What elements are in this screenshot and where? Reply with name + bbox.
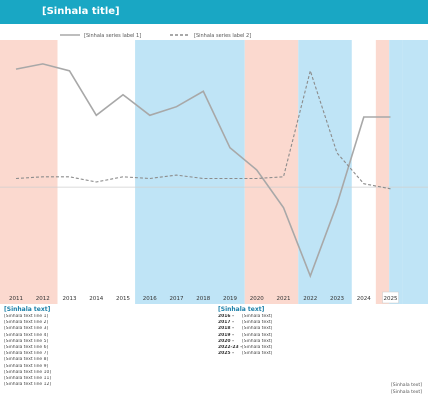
series-line-2 xyxy=(15,68,391,190)
x-tick-label: 2023 xyxy=(330,296,344,302)
series-line-1 xyxy=(15,63,391,279)
notes-right-item-year: 2017 - xyxy=(218,320,234,326)
x-tick-label: 2013 xyxy=(63,296,77,302)
line-chart: [Sinhala series label 1] [Sinhala series … xyxy=(0,33,428,304)
notes-left-line: [Sinhala text line 6] xyxy=(4,345,49,351)
notes-right-item-year: 2018 - xyxy=(218,326,234,332)
source-line-2: [Sinhala text] xyxy=(390,390,422,395)
notes-right-item: 2022-23 -[Sinhala text] xyxy=(214,345,428,351)
notes-right-panel: [Sinhala text] 2016 - [Sinhala text] 2017 … xyxy=(214,305,428,400)
x-tick-label: 2015 xyxy=(116,296,130,302)
source-line-1: [Sinhala text] xyxy=(390,383,422,388)
notes-right-item-text: [Sinhala text] xyxy=(242,326,273,332)
notes-right-item: 2017 - [Sinhala text] xyxy=(214,320,428,326)
notes-right-item: 2018 - [Sinhala text] xyxy=(214,326,428,332)
x-tick-label: 2020 xyxy=(250,296,264,302)
notes-left-line: [Sinhala text line 5] xyxy=(4,338,49,344)
highlighted-tick-box xyxy=(382,291,399,304)
shaded-period xyxy=(375,40,390,304)
notes-right-item-year: 2019 - xyxy=(218,332,234,338)
notes-right-item-text: [Sinhala text] xyxy=(242,338,273,344)
chart-legend: [Sinhala series label 1] [Sinhala series … xyxy=(60,33,251,39)
x-tick-label: 2022 xyxy=(303,296,317,302)
x-tick-label: 2012 xyxy=(36,296,50,302)
notes-left-line: [Sinhala text line 7] xyxy=(4,351,49,357)
notes-right-item-text: [Sinhala text] xyxy=(242,345,273,351)
notes-right-item-text: [Sinhala text] xyxy=(242,351,273,357)
shaded-period xyxy=(0,40,58,304)
notes-right-heading: [Sinhala text] xyxy=(218,306,265,313)
notes-right-item: 2025 - [Sinhala text] xyxy=(214,351,428,357)
notes-left-heading: [Sinhala text] xyxy=(4,306,51,313)
notes-left-line: [Sinhala text line 8] xyxy=(4,357,49,363)
x-tick-label: 2011 xyxy=(9,296,23,302)
legend-label-2: [Sinhala series label 2] xyxy=(194,33,251,39)
notes-right-item-year: 2022-23 - xyxy=(218,345,243,351)
shaded-periods xyxy=(0,40,428,304)
notes-left-line: [Sinhala text line 3] xyxy=(4,326,49,332)
x-tick-label: 2016 xyxy=(143,296,157,302)
notes-left-list: [Sinhala text line 1] [Sinhala text line … xyxy=(0,314,212,388)
notes-left-line: [Sinhala text line 9] xyxy=(4,363,49,369)
notes-right-item-text: [Sinhala text] xyxy=(242,314,273,319)
notes-right-list: 2016 - [Sinhala text] 2017 - [Sinhala text]… xyxy=(214,314,428,357)
legend-label-1: [Sinhala series label 1] xyxy=(84,33,141,39)
notes-left-panel: [Sinhala text] [Sinhala text line 1] [Sin… xyxy=(0,305,212,400)
x-tick-label: 2021 xyxy=(277,296,291,302)
notes-left-line: [Sinhala text line 4] xyxy=(4,332,49,338)
x-tick-label: 2017 xyxy=(170,296,184,302)
shaded-period xyxy=(135,40,245,304)
x-tick-label: 2025 xyxy=(384,296,398,302)
chart-series xyxy=(0,63,428,279)
notes-left-line: [Sinhala text line 11] xyxy=(4,376,52,382)
notes-left-line: [Sinhala text line 2] xyxy=(4,320,49,326)
notes-left-line: [Sinhala text line 1] xyxy=(4,314,49,319)
notes-right-item-year: 2016 - xyxy=(218,314,234,319)
notes-right-item: 2020 - [Sinhala text] xyxy=(214,339,428,345)
notes-left-line: [Sinhala text line 12] xyxy=(4,382,52,388)
shaded-period xyxy=(389,40,403,304)
notes-right-item-year: 2025 - xyxy=(218,351,234,357)
x-tick-label: 2024 xyxy=(357,296,371,302)
notes-right-item: 2016 - [Sinhala text] xyxy=(214,314,428,320)
x-tick-label: 2014 xyxy=(89,296,103,302)
x-tick-label: 2019 xyxy=(223,296,237,302)
shaded-period xyxy=(244,40,299,304)
x-axis-ticks: 2011 2012 2013 2014 2015 2016 2017 2018 2019 2020… xyxy=(9,291,399,304)
notes-right-item-text: [Sinhala text] xyxy=(242,320,273,326)
notes-right-item-year: 2020 - xyxy=(218,338,234,344)
shaded-period xyxy=(402,40,428,304)
title-banner: [Sinhala title] xyxy=(0,0,428,24)
shaded-period xyxy=(298,40,352,304)
notes-left-line: [Sinhala text line 10] xyxy=(4,369,52,375)
notes-right-item: 2019 - [Sinhala text] xyxy=(214,333,428,339)
chart-title: [Sinhala title] xyxy=(42,6,120,17)
x-tick-label: 2018 xyxy=(196,296,210,302)
notes-right-item-text: [Sinhala text] xyxy=(242,332,273,338)
